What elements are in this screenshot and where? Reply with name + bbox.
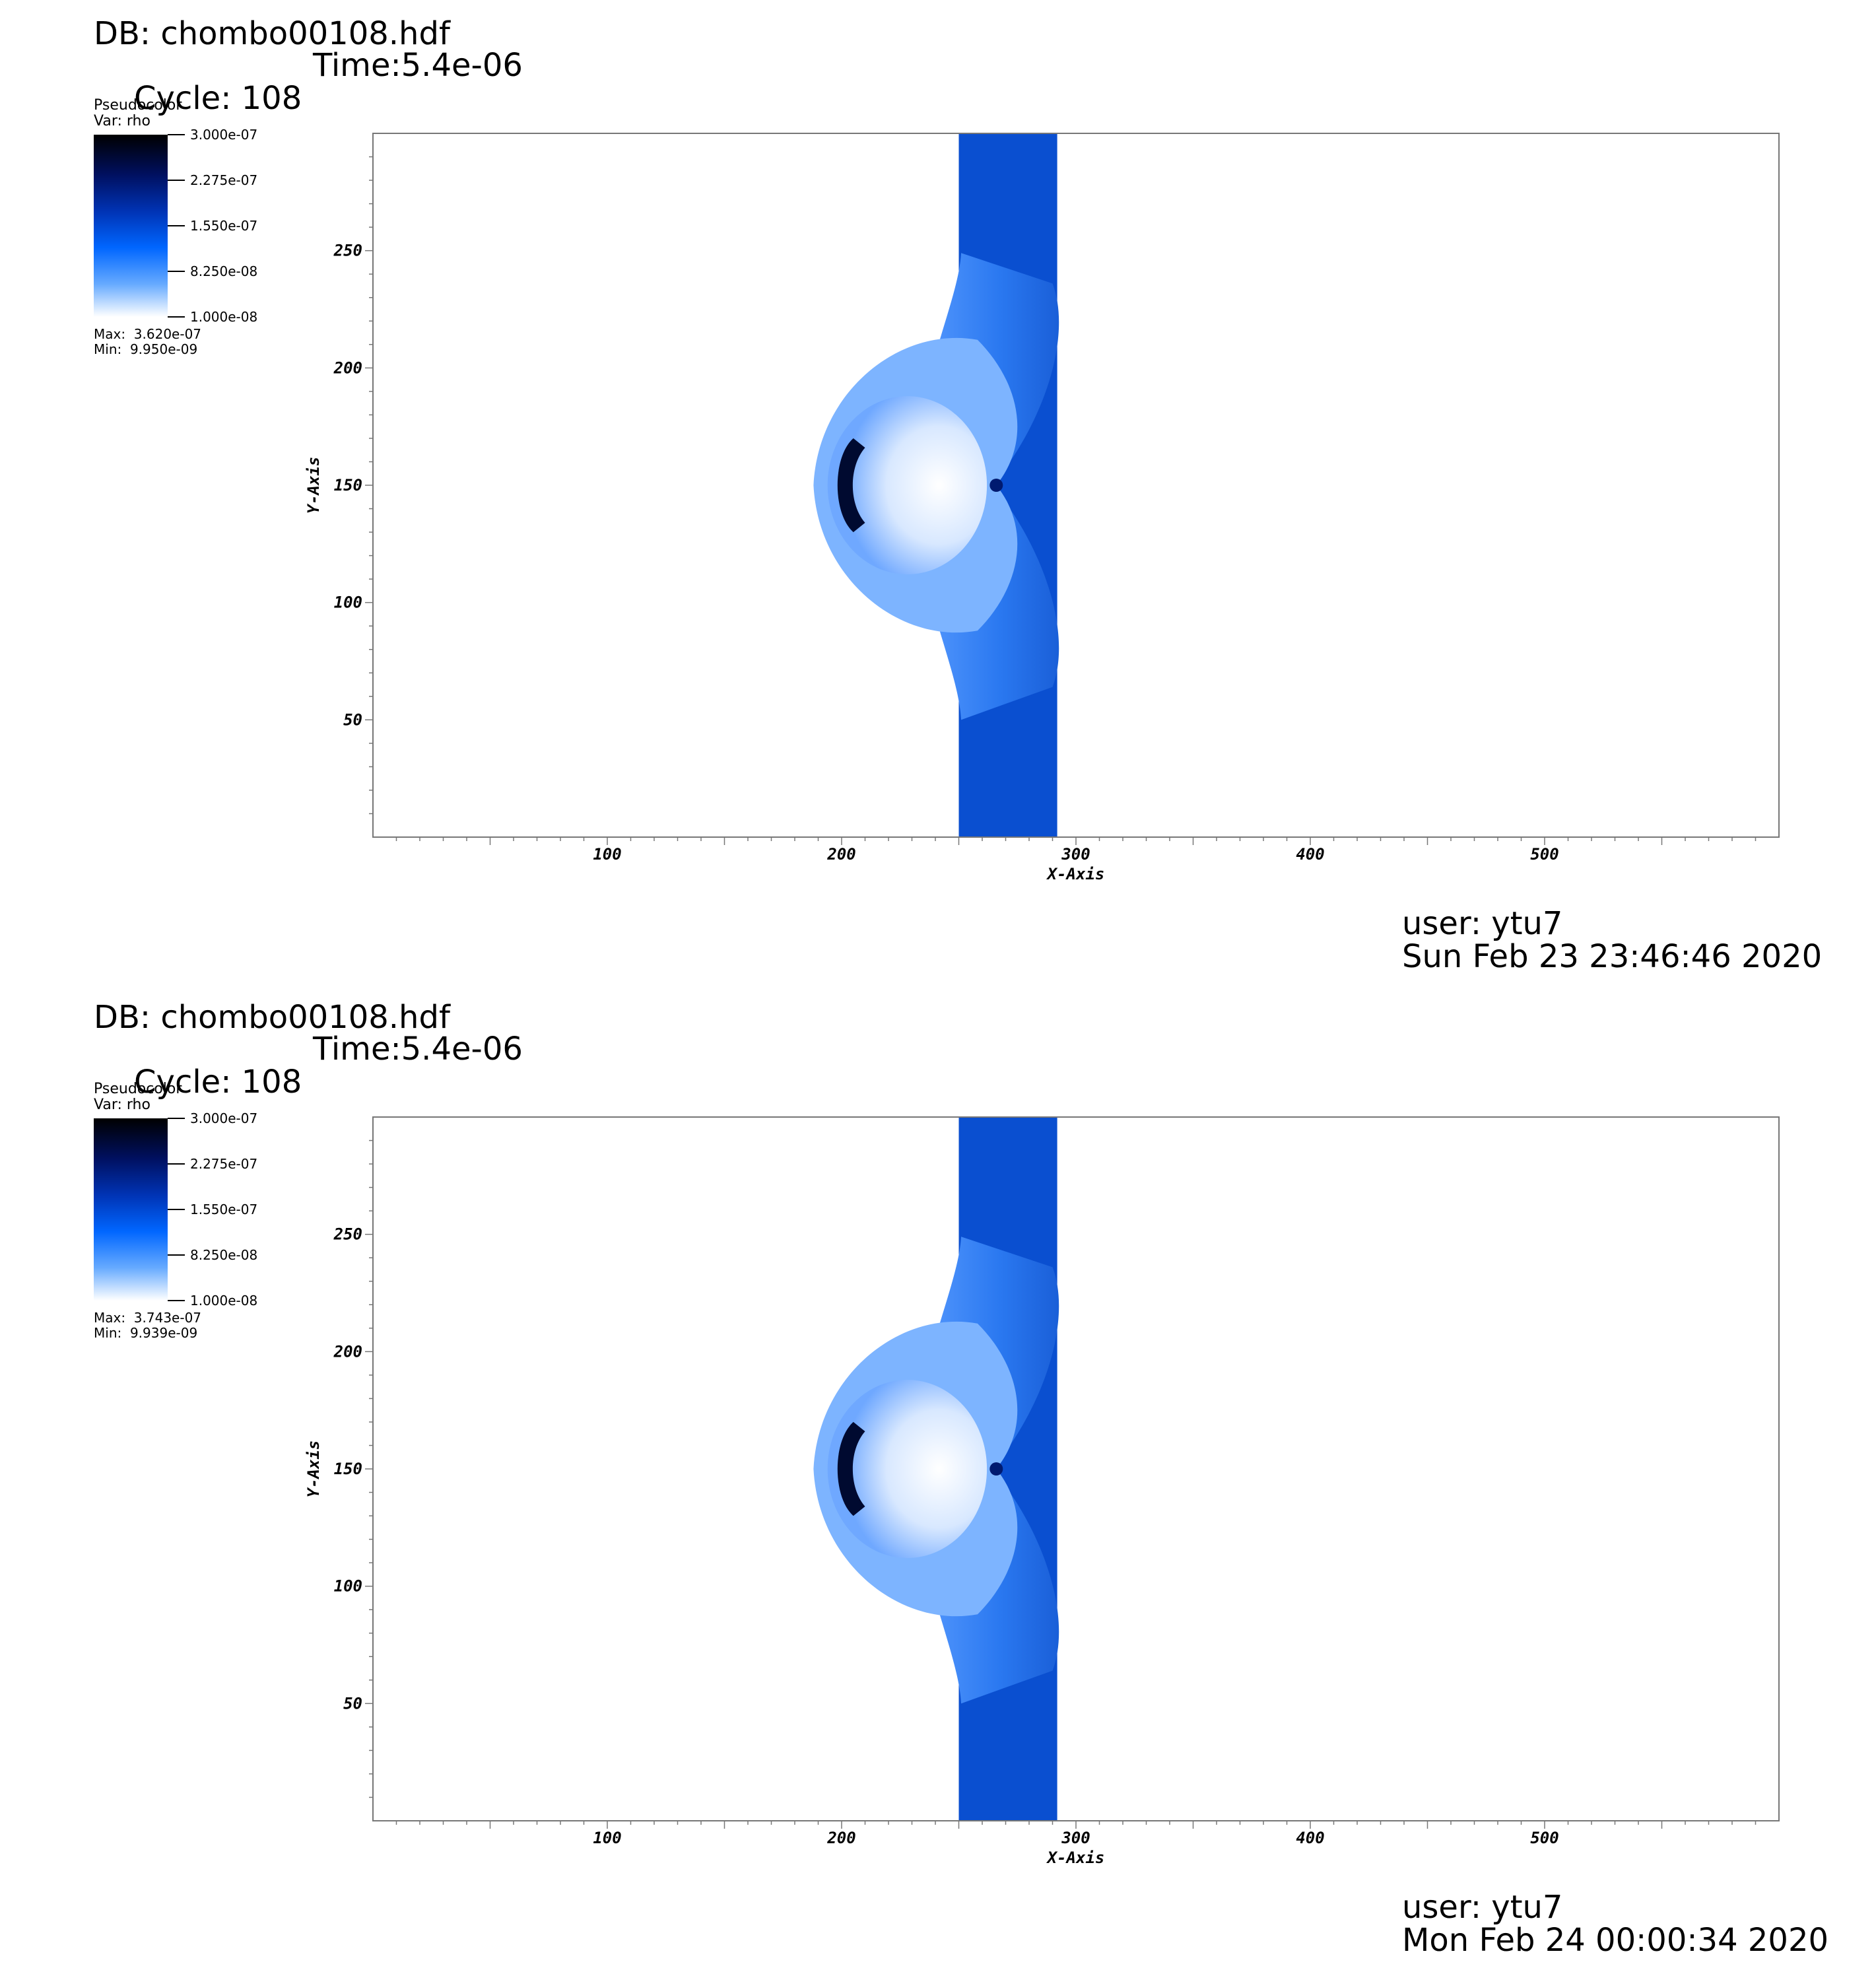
timestamp-label: Sun Feb 23 23:46:46 2020 — [1402, 938, 1823, 975]
timestamp-label: Mon Feb 24 00:00:34 2020 — [1402, 1922, 1829, 1959]
colorbar — [94, 1118, 168, 1301]
cycle-time-line: Cycle: 108 Time:5.4e-06 — [94, 1033, 523, 1165]
cycle-label: Cycle: 108 — [134, 1064, 302, 1101]
x-tick-label: 500 — [1530, 1829, 1558, 1847]
colorbar-tick — [168, 1254, 185, 1256]
colorbar-tick — [168, 1118, 185, 1119]
colorbar-label: 2.275e-07 — [190, 1156, 258, 1172]
y-tick-label: 250 — [333, 242, 362, 260]
db-title: DB: chombo00108.hdf — [94, 999, 450, 1036]
colorbar-tick — [168, 316, 185, 318]
db-title: DB: chombo00108.hdf — [94, 15, 450, 52]
legend-var: Var: rho — [94, 1097, 151, 1113]
colorbar-label: 1.550e-07 — [190, 1202, 258, 1217]
x-tick-label: 100 — [593, 1829, 621, 1847]
time-label: Time:5.4e-06 — [313, 1031, 523, 1068]
x-tick-label: 100 — [593, 845, 621, 864]
user-label: user: ytu7 — [1402, 905, 1563, 942]
colorbar-tick — [168, 271, 185, 272]
bubble-core — [827, 395, 988, 575]
rear-knot — [989, 1462, 1003, 1476]
colorbar-label: 1.000e-08 — [190, 1293, 258, 1308]
density-plot-1: 100 200 300 400 500 50 100 150 200 250 X-Axis Y-Axi… — [304, 133, 1780, 883]
user-label: user: ytu7 — [1402, 1889, 1563, 1926]
colorbar-label: 8.250e-08 — [190, 263, 258, 279]
cycle-time-line: Cycle: 108 Time:5.4e-06 — [94, 49, 523, 181]
time-label: Time:5.4e-06 — [313, 47, 523, 84]
legend-max: Max: 3.743e-07 — [94, 1310, 202, 1326]
plot-panel-2: DB: chombo00108.hdf Cycle: 108 Time:5.4e… — [0, 984, 1876, 1967]
colorbar-label: 3.000e-07 — [190, 1110, 258, 1126]
x-tick-label: 400 — [1296, 845, 1324, 864]
x-axis-label: X-Axis — [1046, 1849, 1105, 1867]
colorbar-tick — [168, 134, 185, 135]
y-tick-label: 100 — [334, 1577, 362, 1596]
legend-max: Max: 3.620e-07 — [94, 326, 202, 342]
y-axis-label: Y-Axis — [304, 1441, 323, 1498]
x-tick-label: 200 — [826, 845, 855, 864]
colorbar-label: 1.000e-08 — [190, 309, 258, 325]
colorbar — [94, 135, 168, 317]
legend-var: Var: rho — [94, 113, 151, 129]
plot-background — [373, 1117, 1779, 1821]
x-tick-label: 400 — [1296, 1829, 1324, 1847]
x-tick-label: 200 — [826, 1829, 855, 1847]
colorbar-label: 1.550e-07 — [190, 218, 258, 234]
legend-title: Pseudocolor — [94, 97, 182, 114]
colorbar-label: 2.275e-07 — [190, 172, 258, 188]
colorbar-tick — [168, 180, 185, 181]
y-tick-label: 50 — [343, 710, 362, 729]
colorbar-tick — [168, 1300, 185, 1301]
dense-cap — [837, 1421, 865, 1516]
dense-cap — [837, 438, 865, 533]
y-tick-label: 150 — [334, 476, 362, 494]
colorbar-label: 8.250e-08 — [190, 1247, 258, 1263]
cycle-label: Cycle: 108 — [134, 80, 302, 117]
bubble-core — [827, 1379, 988, 1559]
y-tick-label: 150 — [334, 1460, 362, 1478]
x-axis-label: X-Axis — [1046, 865, 1105, 883]
x-tick-label: 300 — [1061, 845, 1090, 864]
colorbar-tick — [168, 1209, 185, 1210]
colorbar-tick — [168, 225, 185, 226]
colorbar-label: 3.000e-07 — [190, 127, 258, 143]
y-tick-label: 100 — [334, 594, 362, 612]
y-tick-label: 50 — [343, 1694, 362, 1713]
y-axis-label: Y-Axis — [304, 457, 323, 514]
legend-min: Min: 9.939e-09 — [94, 1325, 198, 1341]
colorbar-tick — [168, 1163, 185, 1165]
legend-title: Pseudocolor — [94, 1081, 182, 1097]
x-tick-label: 500 — [1530, 845, 1558, 864]
plot-panel-1: DB: chombo00108.hdf Cycle: 108 Time:5.4e… — [0, 0, 1876, 984]
density-plot-2: 100 200 300 400 500 50 100 150 200 250 X-Axis Y-Axi… — [304, 1116, 1780, 1867]
y-tick-label: 250 — [333, 1225, 362, 1244]
rear-knot — [989, 479, 1003, 492]
plot-background — [373, 133, 1779, 837]
x-tick-label: 300 — [1061, 1829, 1090, 1847]
legend-min: Min: 9.950e-09 — [94, 341, 198, 357]
y-tick-label: 200 — [333, 1342, 362, 1361]
y-tick-label: 200 — [333, 358, 362, 377]
